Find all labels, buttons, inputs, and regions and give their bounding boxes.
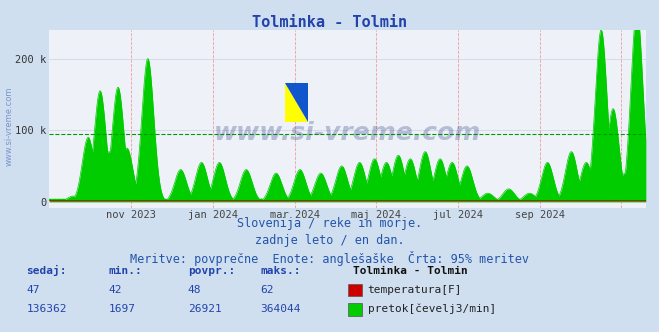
Text: 364044: 364044 xyxy=(260,304,301,314)
Text: www.si-vreme.com: www.si-vreme.com xyxy=(5,86,14,166)
Text: 47: 47 xyxy=(26,285,40,295)
Text: pretok[čevelj3/min]: pretok[čevelj3/min] xyxy=(368,304,496,314)
Text: 136362: 136362 xyxy=(26,304,67,314)
Text: Slovenija / reke in morje.: Slovenija / reke in morje. xyxy=(237,217,422,230)
Text: www.si-vreme.com: www.si-vreme.com xyxy=(214,121,481,145)
Text: 42: 42 xyxy=(109,285,122,295)
Text: min.:: min.: xyxy=(109,266,142,276)
Text: 48: 48 xyxy=(188,285,201,295)
Text: 62: 62 xyxy=(260,285,273,295)
Polygon shape xyxy=(285,83,308,122)
Text: sedaj:: sedaj: xyxy=(26,265,67,276)
Text: zadnje leto / en dan.: zadnje leto / en dan. xyxy=(254,234,405,247)
Text: Meritve: povprečne  Enote: anglešaške  Črta: 95% meritev: Meritve: povprečne Enote: anglešaške Črt… xyxy=(130,251,529,266)
Text: Tolminka - Tolmin: Tolminka - Tolmin xyxy=(353,266,467,276)
Text: povpr.:: povpr.: xyxy=(188,266,235,276)
Text: temperatura[F]: temperatura[F] xyxy=(368,285,462,295)
Text: Tolminka - Tolmin: Tolminka - Tolmin xyxy=(252,15,407,30)
Text: 26921: 26921 xyxy=(188,304,221,314)
Text: maks.:: maks.: xyxy=(260,266,301,276)
Text: 1697: 1697 xyxy=(109,304,136,314)
Polygon shape xyxy=(285,83,308,122)
